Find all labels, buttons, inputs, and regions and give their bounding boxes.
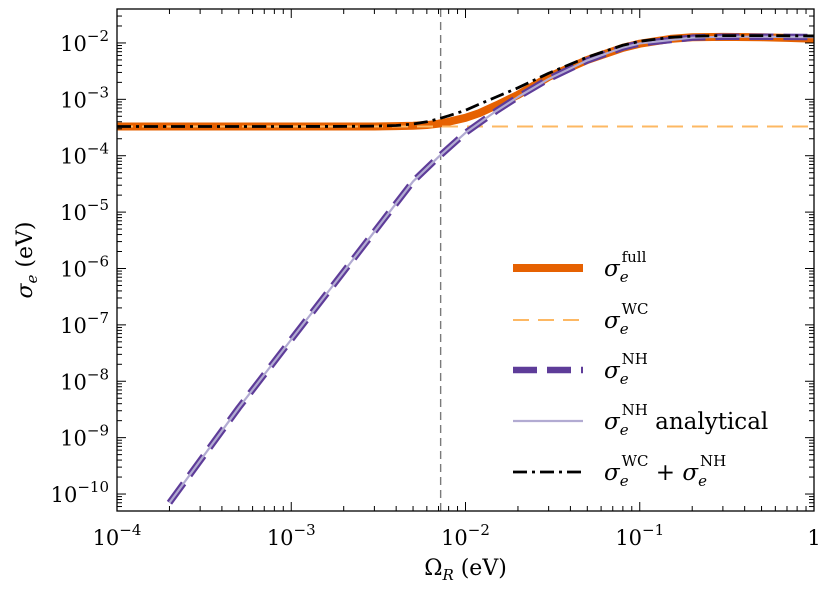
- legend-label-5: σeWC + σeNH: [604, 452, 726, 490]
- x-tick-label: 10−4: [93, 521, 142, 550]
- y-axis-title: σe (eV): [13, 222, 41, 299]
- x-tick-label: 1: [807, 526, 820, 550]
- y-tick-label: 10−2: [60, 27, 109, 56]
- series-line-4: [168, 35, 814, 504]
- series-layer: [117, 9, 814, 511]
- legend: σefull σeWC σeNH σeNH analytical σeWC + σeNH: [513, 248, 768, 490]
- y-tick-label: 10−3: [60, 83, 109, 112]
- y-tick-label: 10−7: [60, 309, 109, 338]
- legend-label-2: σeWC: [604, 300, 649, 338]
- legend-label-4: σeNH analytical: [604, 401, 768, 439]
- series-line-5: [117, 34, 814, 128]
- tick-layer: 10−4 10−3 10−2 10−1 1 10−10 10−9 10−8 10−7 10−6 10…: [51, 8, 821, 550]
- x-tick-label: 10−2: [441, 521, 490, 550]
- x-axis-title: ΩR (eV): [424, 556, 507, 584]
- y-tick-label: 10−10: [51, 478, 109, 507]
- y-tick-label: 10−9: [60, 422, 109, 451]
- y-tick-label: 10−4: [60, 140, 109, 169]
- y-tick-label: 10−6: [60, 252, 109, 281]
- y-tick-label: 10−5: [60, 196, 109, 225]
- legend-label-3: σeNH: [604, 350, 648, 388]
- x-tick-label: 10−3: [267, 521, 316, 550]
- legend-label-1: σefull: [604, 248, 647, 286]
- x-tick-label: 10−1: [615, 521, 664, 550]
- y-tick-label: 10−8: [60, 365, 109, 394]
